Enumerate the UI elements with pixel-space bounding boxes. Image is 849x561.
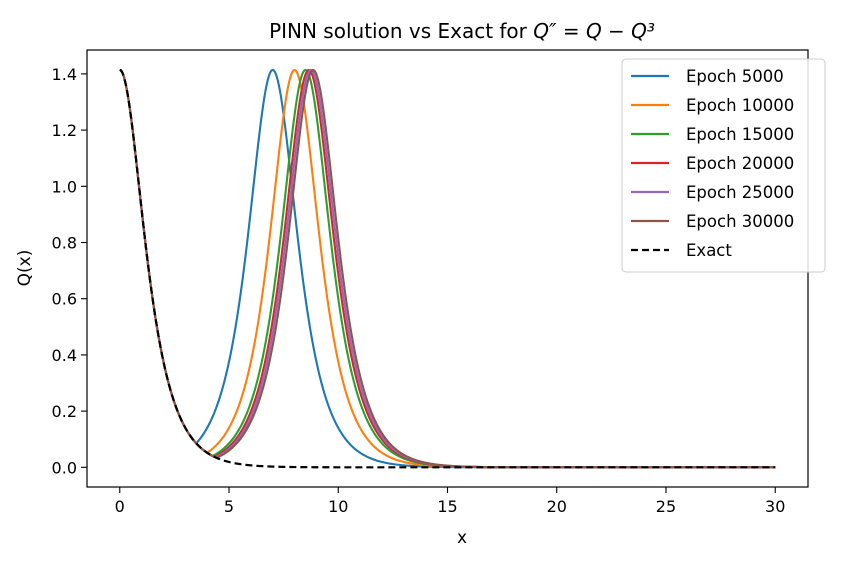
y-axis: 0.0 0.2 0.4 0.6 0.8 1.0 1.2 1.4 xyxy=(52,65,87,477)
y-tick-label-0.0: 0.0 xyxy=(52,458,77,477)
legend-label-epoch-30000: Epoch 30000 xyxy=(686,212,794,231)
x-axis: 0 5 10 15 20 25 30 xyxy=(115,487,785,516)
y-tick-label-0.2: 0.2 xyxy=(52,402,77,421)
x-tick-label-20: 20 xyxy=(547,497,567,516)
x-tick-label-5: 5 xyxy=(224,497,234,516)
y-tick-label-1.2: 1.2 xyxy=(52,121,77,140)
legend-label-epoch-15000: Epoch 15000 xyxy=(686,125,794,144)
chart-title: PINN solution vs Exact for Q″ = Q − Q³ xyxy=(269,19,655,43)
x-axis-label: x xyxy=(457,528,467,548)
legend-label-epoch-5000: Epoch 5000 xyxy=(686,67,784,86)
y-tick-label-1.4: 1.4 xyxy=(52,65,77,84)
legend: Epoch 5000 Epoch 10000 Epoch 15000 Epoch 20… xyxy=(621,58,826,273)
y-tick-label-0.4: 0.4 xyxy=(52,346,77,365)
legend-label-exact: Exact xyxy=(686,241,732,260)
series-layer xyxy=(119,68,776,469)
x-tick-label-30: 30 xyxy=(765,497,785,516)
legend-label-epoch-10000: Epoch 10000 xyxy=(686,96,794,115)
y-axis-label: Q(x) xyxy=(15,250,35,287)
series-line-exact xyxy=(119,68,776,469)
legend-label-epoch-20000: Epoch 20000 xyxy=(686,154,794,173)
x-tick-label-10: 10 xyxy=(328,497,348,516)
y-tick-label-0.8: 0.8 xyxy=(52,234,77,253)
legend-label-epoch-25000: Epoch 25000 xyxy=(686,183,794,202)
x-tick-label-25: 25 xyxy=(656,497,676,516)
x-tick-label-0: 0 xyxy=(115,497,125,516)
y-tick-label-0.6: 0.6 xyxy=(52,290,77,309)
x-tick-label-15: 15 xyxy=(437,497,457,516)
legend-box xyxy=(621,58,826,273)
y-tick-label-1.0: 1.0 xyxy=(52,177,77,196)
